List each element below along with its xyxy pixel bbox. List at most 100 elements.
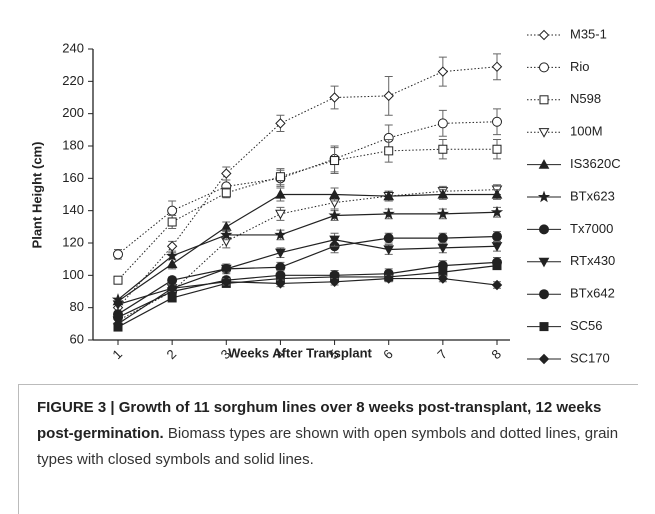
legend-marker [538, 29, 550, 41]
marker [329, 235, 340, 246]
legend-label: IS3620C [570, 156, 621, 171]
legend-marker [538, 128, 550, 138]
y-tick-label: 220 [62, 73, 84, 88]
marker [383, 90, 394, 102]
marker [437, 118, 448, 129]
marker [275, 209, 286, 220]
legend-marker [537, 190, 551, 203]
legend-marker [538, 353, 550, 365]
marker [113, 249, 123, 260]
x-tick-label: 8 [488, 346, 504, 362]
marker [275, 118, 286, 129]
series-line [117, 277, 498, 325]
series-line [117, 261, 498, 318]
marker [329, 188, 340, 199]
legend-marker [539, 224, 549, 235]
series-line [117, 193, 497, 302]
marker [492, 231, 502, 242]
legend-label: BTx623 [570, 188, 615, 203]
marker [437, 273, 449, 284]
legend-label: M35-1 [570, 26, 607, 41]
legend-marker [538, 257, 550, 268]
legend-label: SC170 [570, 350, 610, 365]
marker [438, 144, 448, 154]
series-line [117, 239, 498, 306]
legend-marker [539, 62, 549, 73]
marker [437, 233, 448, 244]
marker [384, 146, 394, 156]
x-tick-label: 2 [164, 346, 180, 362]
legend-marker [539, 289, 549, 300]
marker [492, 116, 502, 127]
caption: FIGURE 3 | Growth of 11 sorghum lines ov… [18, 384, 638, 514]
marker [275, 172, 285, 182]
marker [491, 188, 503, 199]
marker [490, 205, 504, 218]
marker [113, 275, 123, 285]
marker [383, 233, 394, 244]
marker [491, 61, 503, 72]
marker [437, 188, 449, 199]
legend-marker [538, 159, 550, 169]
marker [329, 92, 340, 103]
legend-marker [539, 322, 549, 332]
series-line [117, 189, 498, 322]
marker [275, 188, 286, 199]
marker [166, 249, 179, 262]
x-axis-label: Weeks After Transplant [228, 345, 372, 360]
legend-marker [539, 95, 549, 105]
marker [328, 209, 341, 221]
x-tick-label: 1 [109, 346, 125, 362]
marker [492, 261, 502, 271]
marker [275, 248, 286, 259]
marker [167, 217, 177, 227]
marker [167, 293, 177, 303]
y-axis-label: Plant Height (cm) [29, 142, 44, 249]
marker [329, 276, 340, 288]
series-line [117, 66, 498, 308]
y-tick-label: 240 [62, 40, 84, 55]
marker [491, 242, 503, 252]
y-tick-label: 80 [70, 299, 84, 314]
marker [492, 144, 502, 154]
legend-label: Rio [570, 59, 590, 74]
x-tick-label: 7 [434, 346, 450, 362]
y-tick-label: 200 [62, 105, 84, 120]
marker [166, 283, 178, 294]
marker [221, 168, 232, 179]
marker [436, 207, 449, 220]
y-tick-label: 180 [62, 137, 84, 152]
marker [275, 278, 286, 289]
marker [167, 205, 178, 216]
x-tick-label: 6 [380, 346, 396, 362]
y-tick-label: 160 [62, 170, 84, 185]
legend-label: BTx642 [570, 286, 615, 301]
marker [221, 188, 231, 198]
marker [330, 156, 340, 166]
legend-label: 100M [570, 124, 603, 139]
marker [383, 245, 395, 255]
y-tick-label: 120 [62, 234, 84, 249]
caption-label: FIGURE 3 | Growth of 11 sorghum lines ov… [37, 399, 602, 442]
marker [491, 279, 503, 291]
marker [382, 207, 395, 220]
legend-label: N598 [570, 91, 601, 106]
legend-label: SC56 [570, 318, 603, 333]
marker [166, 258, 178, 269]
y-tick-label: 100 [62, 267, 84, 282]
y-tick-label: 60 [70, 331, 84, 346]
chart: Plant Height (cm) Weeks After Transplant… [29, 26, 621, 365]
marker [383, 273, 394, 284]
marker [437, 66, 449, 77]
series-line [117, 148, 497, 281]
marker [112, 318, 124, 330]
caption-text: Biomass types are shown with open symbol… [37, 425, 619, 468]
marker [437, 243, 449, 254]
marker [220, 264, 232, 275]
legend-label: RTx430 [570, 253, 615, 268]
series-line [117, 265, 498, 328]
y-tick-label: 140 [62, 202, 84, 217]
marker [112, 300, 124, 310]
marker [383, 190, 395, 201]
